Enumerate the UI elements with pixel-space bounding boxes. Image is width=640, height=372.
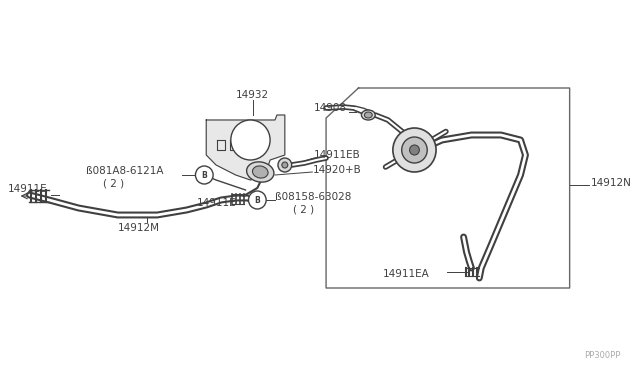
Text: PP300PP: PP300PP bbox=[584, 350, 621, 359]
Text: 14911E: 14911E bbox=[196, 198, 236, 208]
Circle shape bbox=[231, 120, 270, 160]
Circle shape bbox=[410, 145, 419, 155]
Text: 14908: 14908 bbox=[314, 103, 348, 113]
Circle shape bbox=[402, 137, 428, 163]
Text: 14932: 14932 bbox=[236, 90, 269, 100]
Text: 14920+B: 14920+B bbox=[312, 165, 361, 175]
Text: ( 2 ): ( 2 ) bbox=[292, 204, 314, 214]
Text: ß08158-63028: ß08158-63028 bbox=[275, 192, 351, 202]
Ellipse shape bbox=[252, 166, 268, 178]
Ellipse shape bbox=[364, 112, 372, 118]
Text: 14911EA: 14911EA bbox=[383, 269, 430, 279]
Text: 14911EB: 14911EB bbox=[314, 150, 361, 160]
Circle shape bbox=[393, 128, 436, 172]
Text: B: B bbox=[202, 170, 207, 180]
Text: ß081A8-6121A: ß081A8-6121A bbox=[86, 166, 164, 176]
Text: ( 2 ): ( 2 ) bbox=[103, 178, 124, 188]
Text: B: B bbox=[255, 196, 260, 205]
Circle shape bbox=[195, 166, 213, 184]
Ellipse shape bbox=[362, 110, 375, 120]
Text: 14912M: 14912M bbox=[118, 223, 160, 233]
Circle shape bbox=[282, 162, 288, 168]
Text: 14911E: 14911E bbox=[8, 184, 47, 194]
Ellipse shape bbox=[246, 162, 274, 182]
Circle shape bbox=[248, 191, 266, 209]
Circle shape bbox=[278, 158, 292, 172]
Polygon shape bbox=[206, 115, 285, 180]
Text: 14912N: 14912N bbox=[591, 178, 632, 188]
